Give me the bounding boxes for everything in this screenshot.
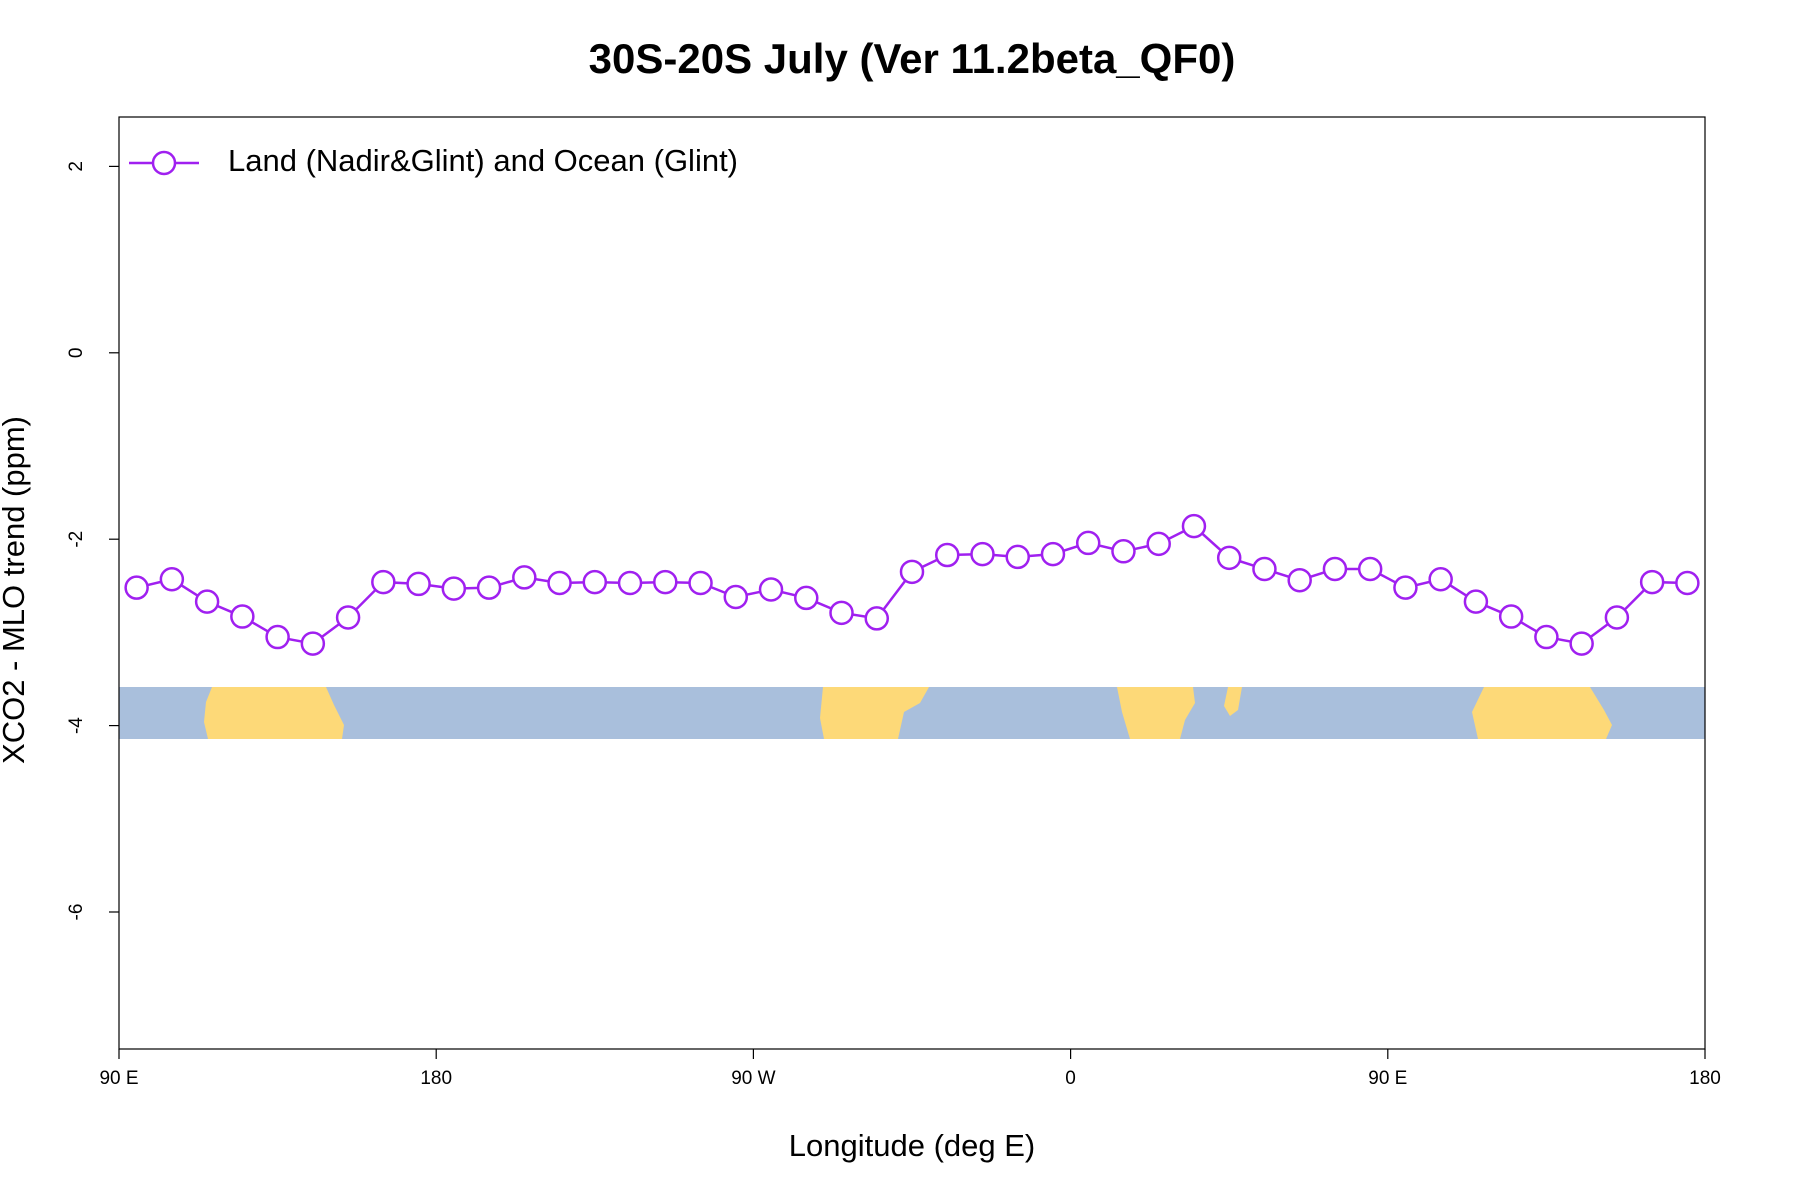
series-line <box>136 524 1688 645</box>
data-point <box>1463 589 1489 614</box>
data-point <box>547 570 572 596</box>
data-point <box>794 585 819 611</box>
x-axis-title: Longitude (deg E) <box>789 1128 1035 1163</box>
data-point <box>441 576 467 601</box>
y-tick-label: -6 <box>66 904 87 921</box>
data-point <box>970 541 995 567</box>
data-point <box>723 584 749 610</box>
chart-title: 30S-20S July (Ver 11.2beta_QF0) <box>589 35 1236 82</box>
y-tick-label: 2 <box>66 161 87 172</box>
data-point <box>124 575 149 600</box>
data-point <box>1639 569 1665 595</box>
data-point <box>829 600 854 626</box>
x-tick-label: 180 <box>420 1068 452 1089</box>
legend-marker <box>151 150 177 176</box>
data-point <box>194 589 220 614</box>
data-point <box>582 569 608 595</box>
x-tick-label: 0 <box>1065 1068 1076 1089</box>
data-point <box>1040 541 1066 567</box>
data-point <box>476 575 502 600</box>
land-shape <box>1117 687 1195 739</box>
data-point <box>371 569 396 595</box>
data-point <box>1216 545 1242 571</box>
data-point <box>1252 556 1277 582</box>
land-shape <box>1224 687 1242 716</box>
data-point <box>159 567 185 592</box>
data-point <box>512 565 537 590</box>
data-point <box>265 624 290 650</box>
data-point <box>1498 604 1524 629</box>
data-point <box>864 606 890 631</box>
x-tick-label: 90 E <box>1368 1068 1407 1089</box>
legend-label: Land (Nadir&Glint) and Ocean (Glint) <box>228 143 738 178</box>
data-point <box>899 559 925 585</box>
data-point <box>1357 556 1383 582</box>
data-point <box>688 570 713 596</box>
data-point <box>1111 539 1136 564</box>
data-point <box>1005 544 1030 570</box>
x-tick-label: 90 E <box>99 1068 138 1089</box>
land-shape <box>1472 687 1612 739</box>
data-point <box>230 604 255 629</box>
data-point <box>406 571 431 597</box>
data-point <box>1322 556 1348 582</box>
x-tick-label: 90 W <box>731 1068 775 1089</box>
data-point <box>653 569 678 595</box>
land-shape <box>204 687 344 739</box>
data-point <box>1181 513 1207 539</box>
x-tick-label: 180 <box>1689 1068 1721 1089</box>
data-point <box>300 631 326 656</box>
data-point <box>1534 624 1559 650</box>
data-point <box>1675 570 1700 596</box>
map-strip <box>119 687 1705 739</box>
plot-frame <box>118 116 1706 1050</box>
data-point <box>1287 567 1312 593</box>
data-point <box>1393 575 1418 600</box>
data-point <box>758 577 784 602</box>
data-point <box>1428 567 1453 592</box>
data-point <box>1569 631 1594 656</box>
data-point <box>1146 531 1171 557</box>
data-point <box>335 605 361 630</box>
land-shape <box>820 687 929 739</box>
y-tick-label: -4 <box>66 717 87 734</box>
data-point <box>617 570 643 596</box>
y-axis-title: XCO2 - MLO trend (ppm) <box>0 416 31 764</box>
data-point <box>1604 605 1630 630</box>
data-point <box>934 542 960 568</box>
y-tick-label: -2 <box>66 531 87 548</box>
y-tick-label: 0 <box>66 348 87 359</box>
data-point <box>1075 530 1101 556</box>
